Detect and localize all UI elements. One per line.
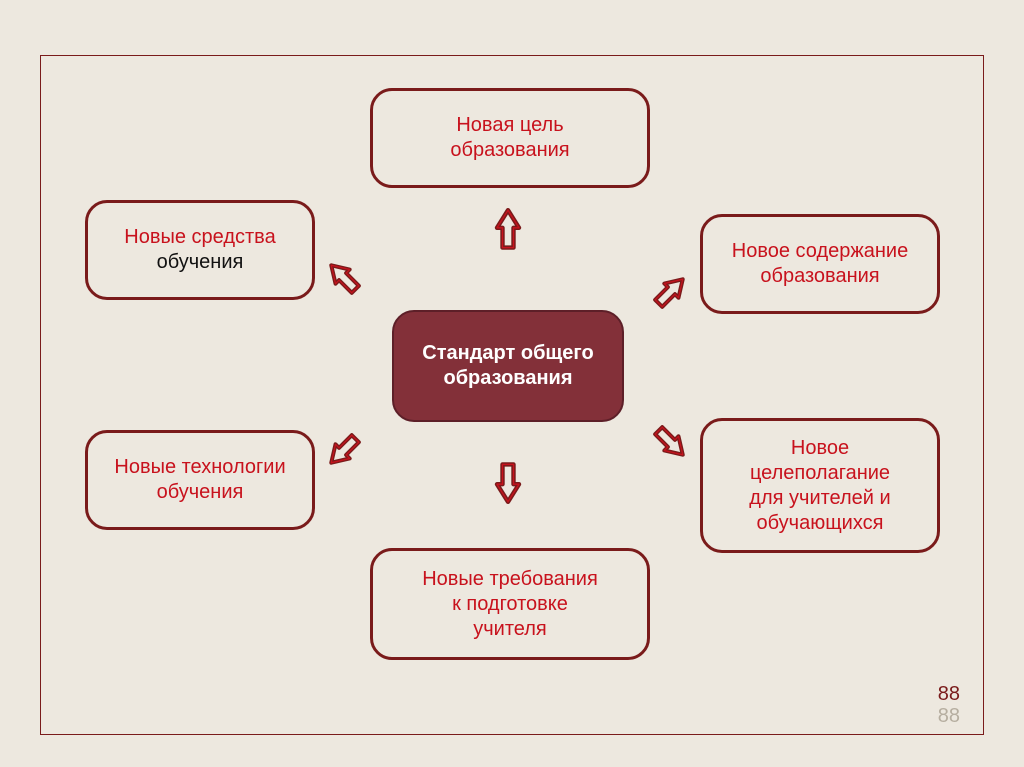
node-bottom-left-line2: обучения	[114, 480, 285, 505]
node-top-left: Новые средства обучения	[85, 200, 315, 300]
node-bottom-line2: к подготовке	[422, 592, 598, 617]
node-bottom-right-line4: обучающихся	[749, 511, 890, 536]
node-top-right-line1: Новое содержание	[732, 239, 908, 264]
arrow-top	[484, 206, 532, 254]
node-bottom-left: Новые технологии обучения	[85, 430, 315, 530]
center-line2: образования	[422, 366, 593, 391]
node-bottom-right: Новое целеполагание для учителей и обуча…	[700, 418, 940, 553]
page-number: 88 88	[938, 683, 960, 727]
node-top-line1: Новая цель	[450, 113, 569, 138]
node-top-left-line2: обучения	[124, 250, 275, 275]
node-bottom-right-line1: Новое	[749, 436, 890, 461]
node-top-line2: образования	[450, 138, 569, 163]
arrow-bottom	[484, 458, 532, 506]
node-bottom-right-line2: целеполагание	[749, 461, 890, 486]
node-top-right: Новое содержание образования	[700, 214, 940, 314]
node-bottom-line3: учителя	[422, 617, 598, 642]
page-number-front: 88	[938, 683, 960, 705]
center-line1: Стандарт общего	[422, 341, 593, 366]
center-node: Стандарт общего образования	[392, 310, 624, 422]
node-bottom-left-line1: Новые технологии	[114, 455, 285, 480]
node-top-left-line1: Новые средства	[124, 225, 275, 250]
page-number-shadow: 88	[938, 705, 960, 727]
node-bottom-line1: Новые требования	[422, 567, 598, 592]
node-bottom-right-line3: для учителей и	[749, 486, 890, 511]
node-bottom: Новые требования к подготовке учителя	[370, 548, 650, 660]
node-top: Новая цель образования	[370, 88, 650, 188]
node-top-right-line2: образования	[732, 264, 908, 289]
